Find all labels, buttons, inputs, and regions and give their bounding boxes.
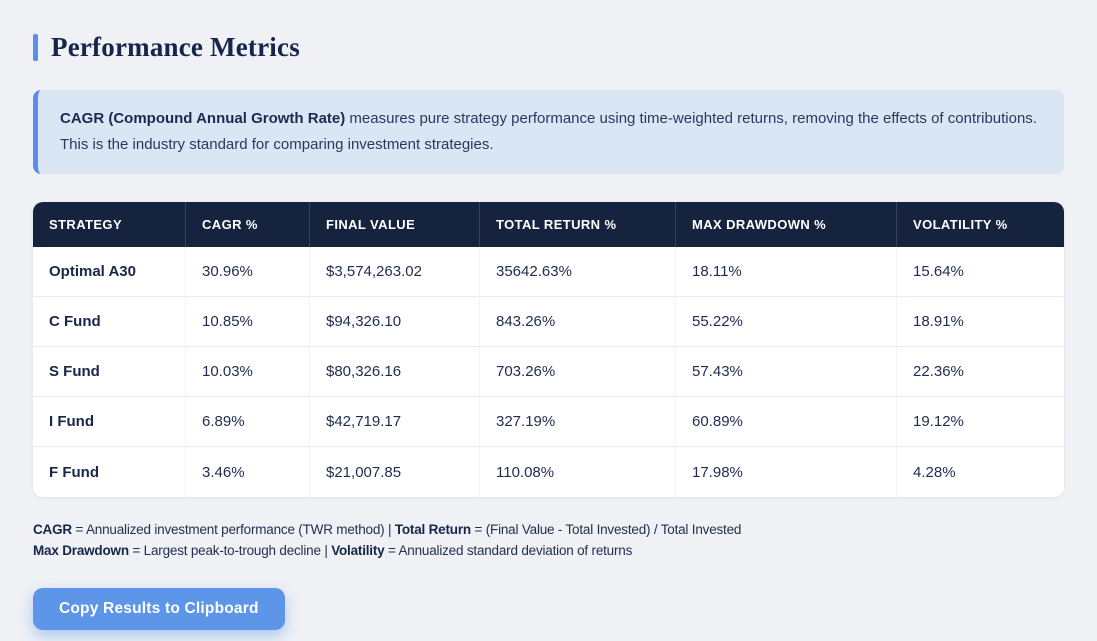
footnote-text: = Annualized standard deviation of retur…: [384, 543, 633, 558]
title-accent-bar: [33, 34, 38, 61]
table-row-f-fund: F Fund 3.46% $21,007.85 110.08% 17.98% 4…: [33, 447, 1064, 497]
footnote-term-total-return: Total Return: [394, 522, 471, 537]
cell-max-drawdown: 17.98%: [676, 447, 897, 497]
table-row-i-fund: I Fund 6.89% $42,719.17 327.19% 60.89% 1…: [33, 397, 1064, 447]
cell-total-return: 843.26%: [480, 297, 676, 347]
cell-total-return: 703.26%: [480, 347, 676, 397]
performance-metrics-table: STRATEGY CAGR % FINAL VALUE TOTAL RETURN…: [33, 202, 1064, 497]
cell-strategy: S Fund: [33, 347, 186, 397]
cagr-info-box: CAGR (Compound Annual Growth Rate) measu…: [33, 90, 1064, 174]
footnote-term-cagr: CAGR: [33, 522, 72, 537]
column-header-strategy: STRATEGY: [33, 202, 186, 247]
footnote-text: = (Final Value - Total Invested) / Total…: [470, 522, 742, 537]
cell-final-value: $21,007.85: [310, 447, 480, 497]
cell-volatility: 15.64%: [897, 247, 1064, 297]
cell-max-drawdown: 55.22%: [676, 297, 897, 347]
cell-strategy: I Fund: [33, 397, 186, 447]
cell-final-value: $42,719.17: [310, 397, 480, 447]
table-footnotes: CAGR = Annualized investment performance…: [33, 519, 1064, 561]
footnote-text: = Largest peak-to-trough decline |: [128, 543, 332, 558]
table-row-s-fund: S Fund 10.03% $80,326.16 703.26% 57.43% …: [33, 347, 1064, 397]
column-header-total-return: TOTAL RETURN %: [480, 202, 676, 247]
cell-volatility: 22.36%: [897, 347, 1064, 397]
cell-volatility: 18.91%: [897, 297, 1064, 347]
copy-results-button[interactable]: Copy Results to Clipboard: [33, 588, 285, 630]
info-box-text: measures pure strategy performance using…: [60, 110, 1037, 153]
cell-volatility: 19.12%: [897, 397, 1064, 447]
cell-cagr: 30.96%: [186, 247, 310, 297]
cell-final-value: $3,574,263.02: [310, 247, 480, 297]
cell-max-drawdown: 18.11%: [676, 247, 897, 297]
cell-final-value: $80,326.16: [310, 347, 480, 397]
cell-max-drawdown: 60.89%: [676, 397, 897, 447]
footnote-text: = Annualized investment performance (TWR…: [71, 522, 395, 537]
page-header: Performance Metrics: [33, 32, 1064, 63]
cell-total-return: 35642.63%: [480, 247, 676, 297]
page-title: Performance Metrics: [51, 32, 300, 62]
table-body: Optimal A30 30.96% $3,574,263.02 35642.6…: [33, 247, 1064, 497]
cell-total-return: 327.19%: [480, 397, 676, 447]
cell-cagr: 10.85%: [186, 297, 310, 347]
cell-final-value: $94,326.10: [310, 297, 480, 347]
info-box-bold-lead: CAGR (Compound Annual Growth Rate): [60, 110, 346, 127]
column-header-cagr: CAGR %: [186, 202, 310, 247]
cell-cagr: 10.03%: [186, 347, 310, 397]
cell-strategy: C Fund: [33, 297, 186, 347]
footnote-term-volatility: Volatility: [331, 543, 385, 558]
table-row-optimal-a30: Optimal A30 30.96% $3,574,263.02 35642.6…: [33, 247, 1064, 297]
column-header-final-value: FINAL VALUE: [310, 202, 480, 247]
cell-max-drawdown: 57.43%: [676, 347, 897, 397]
cell-strategy: F Fund: [33, 447, 186, 497]
footnote-line-2: Max Drawdown = Largest peak-to-trough de…: [33, 540, 1064, 561]
footnote-term-max-drawdown: Max Drawdown: [33, 543, 129, 558]
cell-cagr: 3.46%: [186, 447, 310, 497]
cell-volatility: 4.28%: [897, 447, 1064, 497]
table-row-c-fund: C Fund 10.85% $94,326.10 843.26% 55.22% …: [33, 297, 1064, 347]
cell-total-return: 110.08%: [480, 447, 676, 497]
column-header-volatility: VOLATILITY %: [897, 202, 1064, 247]
cell-strategy: Optimal A30: [33, 247, 186, 297]
footnote-line-1: CAGR = Annualized investment performance…: [33, 519, 1064, 540]
table-header-row: STRATEGY CAGR % FINAL VALUE TOTAL RETURN…: [33, 202, 1064, 247]
table-header: STRATEGY CAGR % FINAL VALUE TOTAL RETURN…: [33, 202, 1064, 247]
cell-cagr: 6.89%: [186, 397, 310, 447]
column-header-max-drawdown: MAX DRAWDOWN %: [676, 202, 897, 247]
